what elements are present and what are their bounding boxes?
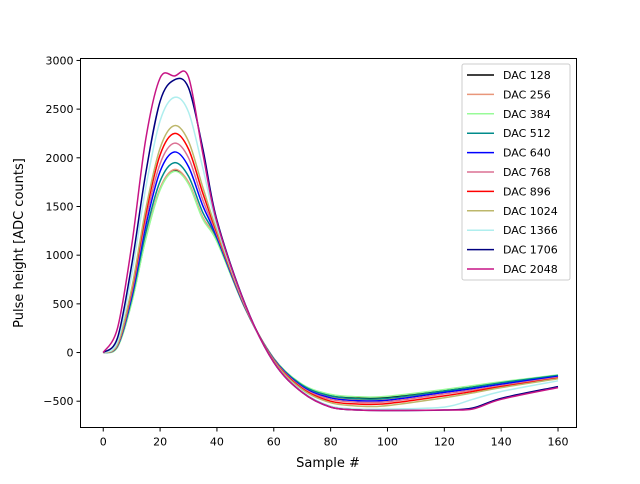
x-axis: 0 20 40 60 80 100 120 140 160 <box>100 427 569 449</box>
y-tick-label: 500 <box>53 298 74 311</box>
x-tick-label: 0 <box>100 436 107 449</box>
legend-label: DAC 1706 <box>503 244 558 257</box>
legend-label: DAC 256 <box>503 88 551 101</box>
x-tick-label: 160 <box>548 436 569 449</box>
y-tick-label: 3000 <box>46 54 74 67</box>
legend-label: DAC 1024 <box>503 205 558 218</box>
y-axis: −500 0 500 1000 1500 2000 2500 3000 <box>43 54 81 408</box>
x-tick-label: 80 <box>324 436 338 449</box>
axes-frame <box>80 58 577 428</box>
legend: DAC 128 DAC 256 DAC 384 DAC 512 DAC 640 DAC 7… <box>461 63 571 281</box>
legend-label: DAC 1366 <box>503 224 558 237</box>
series-lines <box>102 70 559 412</box>
legend-label: DAC 128 <box>503 69 551 82</box>
legend-label: DAC 896 <box>503 185 551 198</box>
x-axis-label: Sample # <box>296 456 360 471</box>
series-line-dac-2048 <box>102 70 559 412</box>
x-tick-label: 100 <box>377 436 398 449</box>
y-tick-label: 2000 <box>46 152 74 165</box>
y-tick-label: 2500 <box>46 103 74 116</box>
y-tick-label: 0 <box>67 347 74 360</box>
legend-label: DAC 2048 <box>503 263 558 276</box>
y-axis-label: Pulse height [ADC counts] <box>12 158 27 328</box>
y-tick-label: 1500 <box>46 200 74 213</box>
x-tick-label: 140 <box>491 436 512 449</box>
x-tick-label: 120 <box>434 436 455 449</box>
legend-label: DAC 512 <box>503 127 551 140</box>
x-tick-label: 60 <box>267 436 281 449</box>
legend-label: DAC 384 <box>503 108 551 121</box>
legend-label: DAC 768 <box>503 166 551 179</box>
x-tick-label: 40 <box>210 436 224 449</box>
legend-label: DAC 640 <box>503 147 551 160</box>
y-tick-label: −500 <box>43 395 73 408</box>
legend-box <box>461 63 571 281</box>
y-tick-label: 1000 <box>46 249 74 262</box>
x-tick-label: 20 <box>153 436 167 449</box>
